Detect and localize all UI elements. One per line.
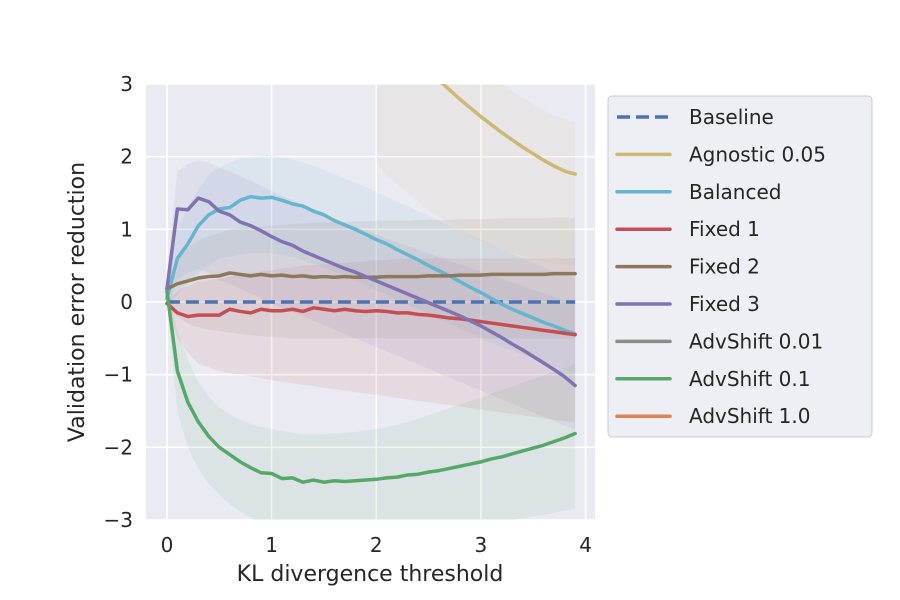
band-advshift-0-1 <box>166 280 576 520</box>
x-tick-label: 1 <box>265 533 278 557</box>
y-tick-label: 3 <box>120 72 133 96</box>
legend-label: Fixed 3 <box>689 292 760 316</box>
y-axis-label: Validation error reduction <box>65 162 90 442</box>
legend-label: Fixed 2 <box>689 255 760 279</box>
x-tick-label: 0 <box>161 533 174 557</box>
series-line-fixed-3 <box>165 196 577 388</box>
legend-label: AdvShift 0.01 <box>689 329 823 353</box>
y-tick-label: −2 <box>104 435 133 459</box>
x-tick-label: 3 <box>475 533 488 557</box>
legend-box <box>607 95 873 438</box>
legend-item: AdvShift 1.0 <box>615 404 810 428</box>
band-fixed-1 <box>166 258 576 423</box>
legend-item: Fixed 1 <box>615 217 760 241</box>
x-tick-label: 4 <box>579 533 592 557</box>
confidence-bands <box>166 84 576 520</box>
legend-label: Balanced <box>689 180 781 204</box>
legend-label: Baseline <box>689 105 774 129</box>
series-line-balanced <box>165 194 577 336</box>
legend-item: Agnostic 0.05 <box>615 142 826 166</box>
legend-item: Fixed 2 <box>615 255 760 279</box>
band-agnostic-0-05 <box>376 84 576 266</box>
legend-item: Baseline <box>617 105 774 129</box>
legend-item: AdvShift 0.01 <box>615 329 823 353</box>
legend-label: AdvShift 1.0 <box>689 404 810 428</box>
x-ticks: 0 1 2 3 4 <box>161 533 592 557</box>
legend-item: Balanced <box>615 180 781 204</box>
band-balanced <box>166 155 576 374</box>
y-tick-label: −1 <box>104 363 133 387</box>
series-lines <box>165 84 577 484</box>
y-tick-label: −3 <box>104 508 133 532</box>
legend-label: Fixed 1 <box>689 217 760 241</box>
legend-item: Fixed 3 <box>615 292 760 316</box>
series-line-advshift-0-1 <box>165 289 577 484</box>
band-fixed-3 <box>166 160 576 430</box>
series-line-fixed-1 <box>165 301 577 337</box>
legend-label: Agnostic 0.05 <box>689 142 826 166</box>
y-tick-label: 0 <box>120 290 133 314</box>
y-tick-label: 1 <box>120 217 133 241</box>
legend-item: AdvShift 0.1 <box>615 367 810 391</box>
legend-label: AdvShift 0.1 <box>689 367 810 391</box>
y-tick-label: 2 <box>120 145 133 169</box>
series-line-agnostic-0-05 <box>440 84 577 176</box>
x-axis-label: KL divergence threshold <box>237 562 504 587</box>
y-ticks: −3 −2 −1 0 1 2 3 <box>104 72 133 532</box>
x-tick-label: 2 <box>370 533 383 557</box>
legend: Baseline Agnostic 0.05 Balanced Fixed 1 Fixe… <box>607 95 873 438</box>
